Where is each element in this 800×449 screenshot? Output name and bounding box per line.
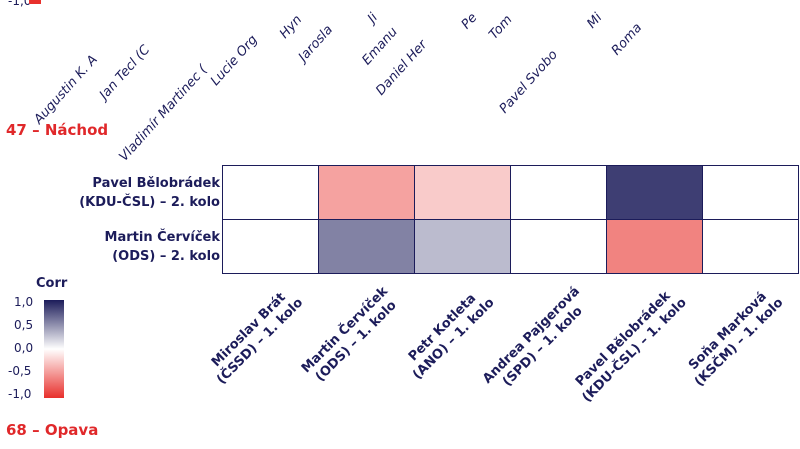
prev-x-label: Hyn	[277, 12, 306, 42]
heatmap-cell	[510, 165, 607, 220]
heatmap-cell	[222, 219, 319, 274]
heatmap-cell	[510, 219, 607, 274]
row-label: Pavel Bělobrádek (KDU-ČSL) – 2. kolo	[79, 176, 220, 210]
legend-tick: -1,0	[8, 387, 32, 401]
prev-x-label: Roma	[609, 20, 646, 59]
prev-x-label: Tom	[486, 12, 516, 43]
prev-x-label: Jan Tecl (C	[97, 42, 154, 103]
column-label: Martin Červíček (ODS) – 1. kolo	[298, 284, 400, 385]
heatmap-cell	[318, 165, 415, 220]
legend-title: Corr	[36, 276, 68, 291]
prev-x-label: Emanu	[359, 24, 401, 69]
heatmap-cell	[414, 219, 511, 274]
prev-x-label: Augustin K. A	[31, 52, 101, 128]
legend-tick: 0,5	[14, 318, 34, 332]
prev-legend-label: -1,0	[8, 0, 32, 8]
column-label: Soňa Marková (KSČM) – 1. kolo	[685, 289, 786, 390]
prev-x-label: Vladimír Martinec (	[116, 62, 211, 165]
prev-x-label: Ji	[364, 10, 381, 27]
heatmap-cell	[414, 165, 511, 220]
heatmap-cell	[222, 165, 319, 220]
heatmap-cell	[318, 219, 415, 274]
prev-legend-swatch	[29, 0, 41, 4]
heatmap-cell	[606, 219, 703, 274]
section-title-opava: 68 – Opava	[6, 421, 99, 439]
section-title-nachod: 47 – Náchod	[6, 121, 109, 139]
column-label: Petr Kotleta (ANO) – 1. kolo	[406, 291, 498, 383]
heatmap-cell	[702, 165, 799, 220]
prev-x-label: Pavel Svobo	[496, 47, 561, 117]
legend-colorbar	[44, 300, 64, 398]
prev-x-label: Jarosla	[295, 22, 336, 65]
legend-tick: 1,0	[14, 295, 34, 309]
heatmap-cell	[606, 165, 703, 220]
prev-x-label: Mi	[584, 10, 606, 32]
legend-tick: -0,5	[8, 364, 32, 378]
prev-x-label: Lucie Org	[207, 32, 261, 89]
legend-tick: 0,0	[14, 341, 34, 355]
column-label: Miroslav Brát (ČSSD) – 1. kolo	[208, 290, 306, 388]
row-label: Martin Červíček (ODS) – 2. kolo	[104, 230, 220, 264]
heatmap-cell	[702, 219, 799, 274]
prev-x-label: Pe	[458, 10, 481, 33]
